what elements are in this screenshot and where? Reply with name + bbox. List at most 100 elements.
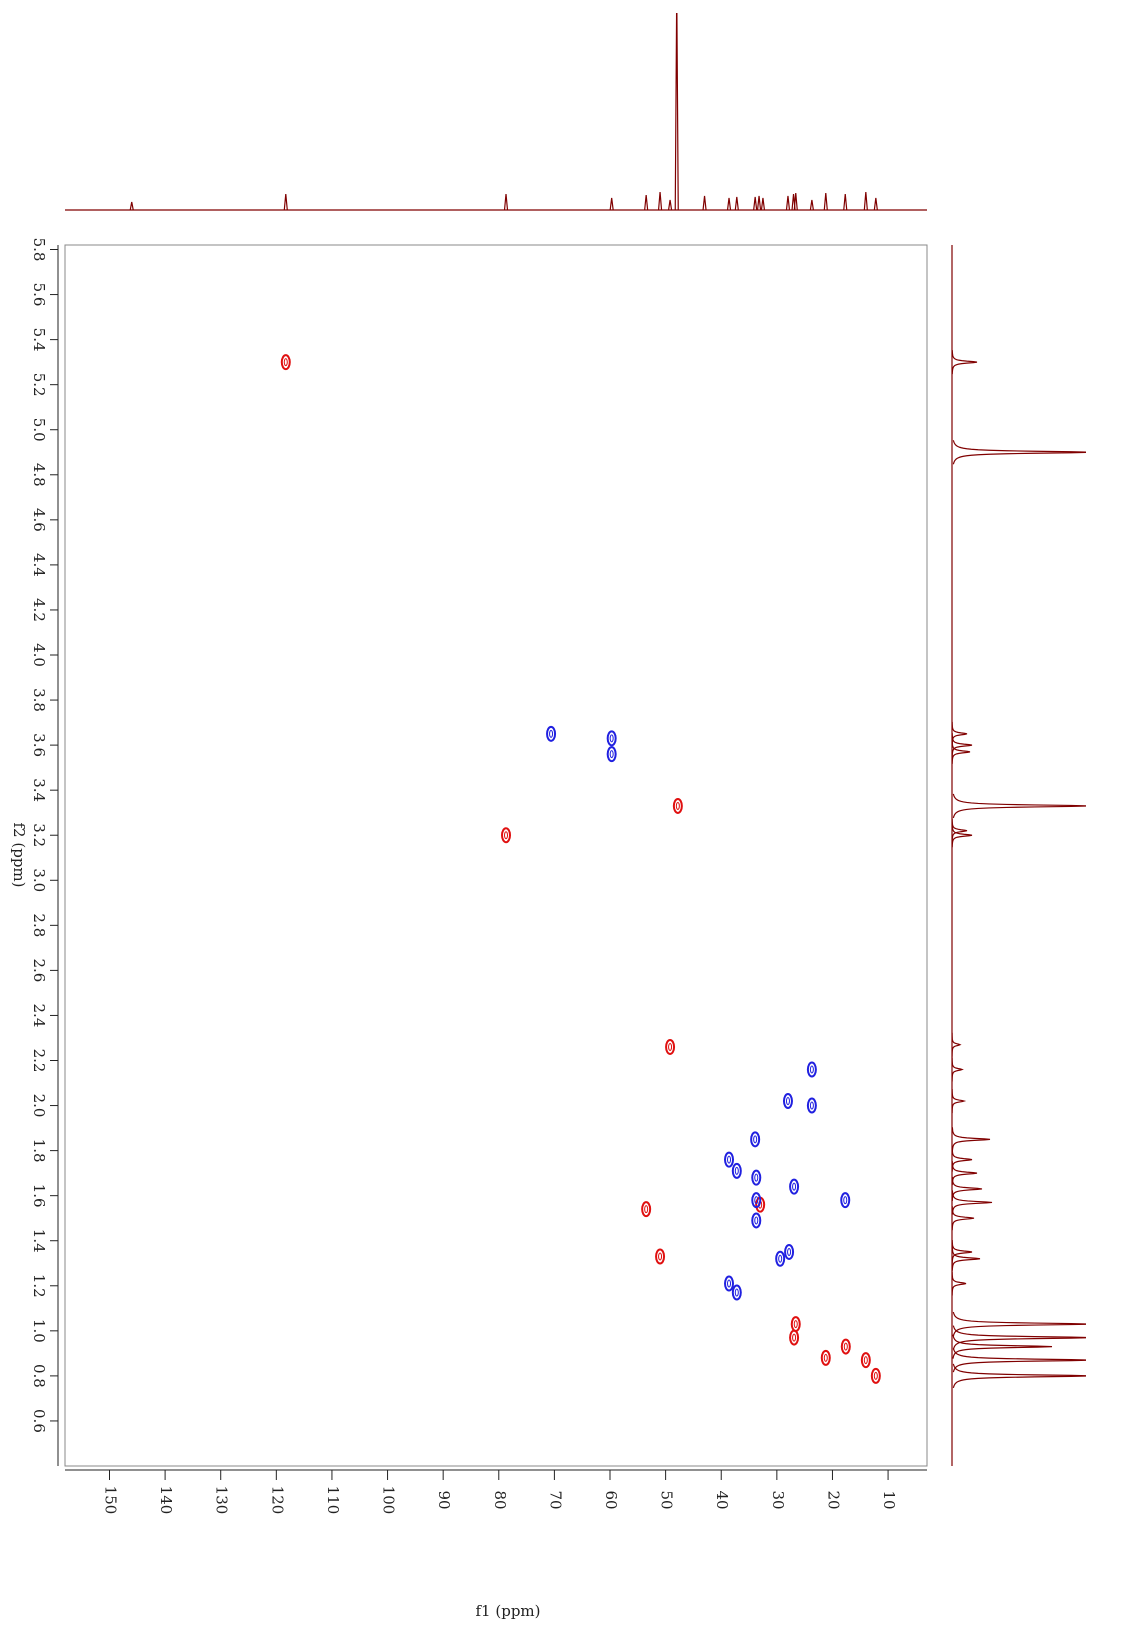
projection-peak <box>760 197 766 211</box>
projection-peak <box>793 192 798 211</box>
y-tick-label: 1.8 <box>30 1139 48 1163</box>
cross-peak-inner <box>734 1166 739 1175</box>
projection-peak <box>951 739 971 764</box>
projection-peak <box>952 1347 1086 1373</box>
cross-peak <box>606 746 617 763</box>
projection-peak <box>951 823 973 848</box>
projection-peak <box>657 191 663 211</box>
cross-peak <box>751 1212 762 1229</box>
y-tick-label: 3.2 <box>30 823 48 847</box>
projection-peak <box>951 1089 967 1114</box>
projection-peak <box>952 1363 1086 1389</box>
projection-peak <box>951 1206 975 1231</box>
cross-peak <box>672 797 683 814</box>
plot-frame <box>64 244 928 1467</box>
cross-peak <box>724 1275 735 1292</box>
cross-peak <box>784 1243 795 1260</box>
cross-peak-inner <box>754 1173 759 1182</box>
x-tick-label: 30 <box>769 1490 787 1509</box>
projection-peak <box>952 1311 1086 1337</box>
cross-peak <box>789 1329 800 1346</box>
projection-peak <box>503 193 509 211</box>
projection-peak <box>951 1271 967 1296</box>
cross-peak-inner <box>754 1216 759 1225</box>
y-tick-label: 2.2 <box>30 1049 48 1073</box>
cross-peak <box>655 1248 666 1265</box>
cross-peak-inner <box>843 1196 848 1205</box>
projection-peak <box>951 1032 962 1057</box>
y-axis-label: f2 (ppm) <box>10 823 28 888</box>
projection-peak <box>951 1190 993 1215</box>
x-tick-label: 130 <box>213 1486 231 1515</box>
cross-peak <box>751 1192 762 1209</box>
y-tick-label: 4.2 <box>30 598 48 622</box>
cross-peak-inner <box>809 1101 814 1110</box>
projection-peak <box>951 1239 973 1265</box>
y-tick-label: 4.4 <box>30 553 48 577</box>
projection-peak <box>756 195 762 211</box>
cross-peak-inner <box>283 358 288 367</box>
y-tick-label: 2.8 <box>30 913 48 937</box>
y-tick-label: 4.8 <box>30 463 48 487</box>
cross-peak-inner <box>727 1279 732 1288</box>
cross-peak-inner <box>658 1252 663 1261</box>
cross-peak <box>731 1162 742 1179</box>
x-axis-label: f1 (ppm) <box>476 1602 541 1620</box>
cross-peak-inner <box>644 1205 649 1214</box>
cross-peak-inner <box>754 1196 759 1205</box>
x-tick-label: 40 <box>713 1490 731 1509</box>
projection-peak <box>674 13 679 211</box>
x-tick-label: 60 <box>602 1490 620 1509</box>
cross-peak-inner <box>823 1353 828 1362</box>
y-tick-label: 3.6 <box>30 733 48 757</box>
cross-peak-inner <box>727 1155 732 1164</box>
x-tick-label: 90 <box>435 1490 453 1509</box>
y-tick-label: 2.0 <box>30 1094 48 1118</box>
projection-peak <box>951 1127 991 1152</box>
cross-peak <box>750 1131 761 1148</box>
projection-peak <box>667 199 673 211</box>
cross-peak <box>789 1178 800 1195</box>
projection-peak <box>951 1147 973 1172</box>
projection-peak <box>809 199 814 211</box>
projection-peak <box>843 193 848 211</box>
cross-peak <box>641 1201 652 1218</box>
cross-peak <box>731 1284 742 1301</box>
y-tick-label: 3.0 <box>30 868 48 892</box>
y-tick-label: 4.0 <box>30 643 48 667</box>
projection-peak <box>873 197 878 211</box>
projection-peak <box>726 197 732 211</box>
projection-peak <box>952 440 1086 465</box>
cross-peak <box>782 1093 793 1110</box>
cross-peak-inner <box>609 734 614 743</box>
y-tick-label: 1.0 <box>30 1319 48 1343</box>
y-tick-label: 3.4 <box>30 778 48 802</box>
cross-peak <box>724 1151 735 1168</box>
projection-peak <box>129 201 134 211</box>
cross-peak <box>806 1097 817 1114</box>
cross-peak <box>775 1250 786 1267</box>
x-tick-label: 80 <box>491 1490 509 1509</box>
projection-peak <box>951 350 978 375</box>
cross-peak-inner <box>787 1247 792 1256</box>
y-tick-label: 1.4 <box>30 1229 48 1253</box>
projection-peak <box>753 196 758 211</box>
projection-peak <box>823 192 828 211</box>
cross-peak-inner <box>792 1182 797 1191</box>
x-tick-label: 150 <box>101 1486 119 1515</box>
y-tick-label: 0.8 <box>30 1364 48 1388</box>
projection-peak <box>951 1057 964 1082</box>
cross-peak-inner <box>792 1333 797 1342</box>
f1-projection <box>65 13 927 211</box>
cross-peak-inner <box>549 729 554 738</box>
x-tick-label: 120 <box>268 1486 286 1515</box>
x-tick-label: 70 <box>546 1490 564 1509</box>
projection-peak <box>609 197 614 211</box>
cross-peak <box>606 730 617 747</box>
cross-peak <box>840 1338 851 1355</box>
cross-peak <box>665 1038 676 1055</box>
cross-peak <box>806 1061 817 1078</box>
x-tick-label: 20 <box>824 1490 842 1509</box>
cross-peak-inner <box>873 1371 878 1380</box>
